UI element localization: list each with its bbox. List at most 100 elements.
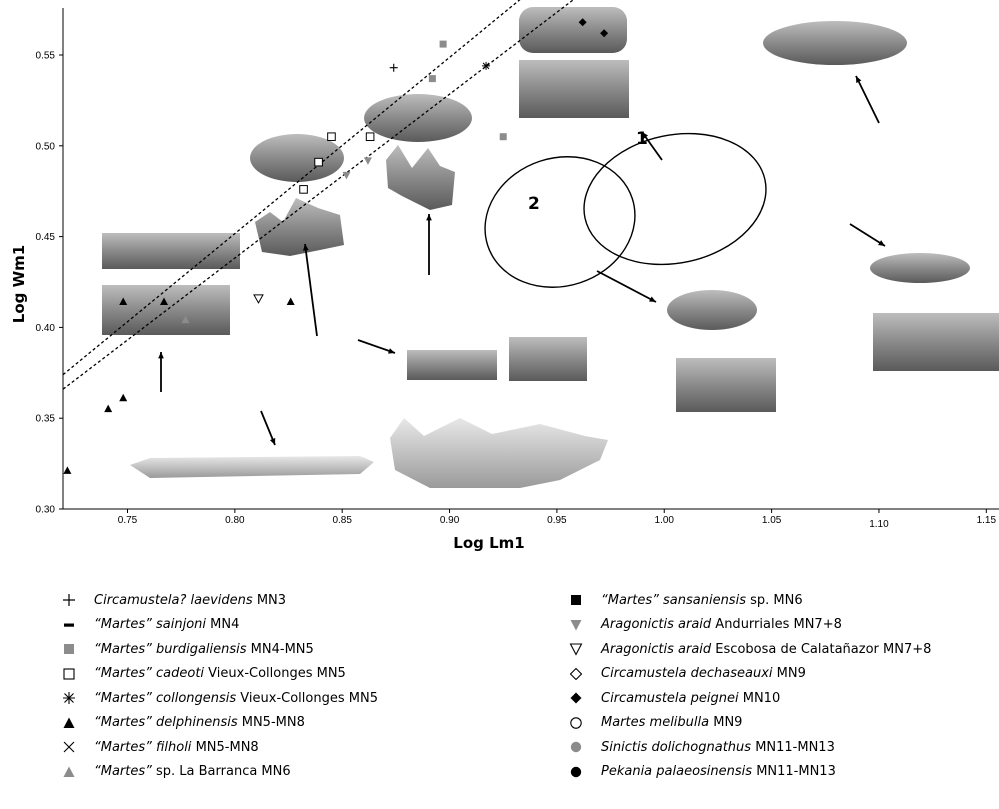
legend-symbol-icon [571, 595, 581, 606]
legend-taxon: “Martes” sansaniensis [601, 592, 746, 608]
legend-symbol-icon [570, 692, 582, 704]
legend-item: “Martes” sainjoni MN4 [60, 613, 378, 638]
data-point [428, 75, 436, 83]
data-point [342, 171, 351, 180]
y-tick-label: 0.55 [36, 51, 56, 62]
legend-symbol-icon [63, 594, 75, 607]
legend-symbol-icon [570, 742, 582, 753]
asterisk-icon [63, 692, 75, 705]
legend-symbol [567, 690, 589, 706]
legend-item: Martes melibulla MN9 [567, 711, 931, 736]
y-tick-label: 0.40 [36, 323, 56, 334]
group-label: 2 [528, 194, 540, 214]
tooth-photo [676, 358, 776, 412]
legend-suffix: MN4-MN5 [246, 641, 314, 657]
regression-line [62, 0, 575, 390]
legend-symbol-icon [63, 692, 75, 705]
legend-symbol [567, 739, 589, 755]
square-icon [64, 644, 74, 655]
x-tick-label: 0.75 [118, 515, 138, 526]
legend-column-right: “Martes” sansaniensis sp. MN6 Aragonictis… [567, 588, 931, 784]
arrow-head [388, 348, 395, 354]
legend-label: Sinictis dolichognathus MN11-MN13 [601, 740, 835, 755]
tooth-photo [102, 285, 230, 335]
legend-suffix: MN4 [206, 617, 240, 633]
data-point [119, 297, 128, 305]
legend-label: “Martes” filholi MN5-MN8 [94, 740, 259, 755]
x-tick-label: 0.80 [225, 515, 245, 526]
regression-line [62, 0, 521, 376]
legend-taxon: Sinictis dolichognathus [601, 739, 752, 755]
legend-label: Pekania palaeosinensis MN11-MN13 [601, 764, 836, 779]
legend-symbol-icon [63, 668, 75, 680]
data-point [181, 315, 190, 324]
legend-item: “Martes” sp. La Barranca MN6 [60, 760, 378, 785]
legend-label: “Martes” sansaniensis sp. MN6 [601, 593, 803, 608]
legend-column-left: Circamustela? laevidens MN3 “Martes” sain… [60, 588, 378, 784]
legend-label: Martes melibulla MN9 [601, 715, 742, 730]
legend-symbol [60, 592, 82, 608]
group-1-ellipse [583, 132, 767, 266]
legend-taxon: “Martes” [94, 764, 152, 780]
jaw-photo [390, 418, 608, 488]
data-point [499, 133, 507, 141]
legend-suffix: MN10 [738, 690, 781, 706]
arrow-head [642, 132, 649, 139]
legend-symbol-icon [570, 766, 582, 777]
legend: Circamustela? laevidens MN3 “Martes” sain… [0, 588, 999, 809]
y-tick-label: 0.35 [36, 414, 56, 425]
dash-icon [64, 623, 74, 627]
tooth-photo-group [102, 7, 999, 488]
jaw-photo [130, 456, 374, 478]
legend-taxon: Circamustela? laevidens [94, 592, 253, 608]
data-point [299, 185, 308, 194]
legend-taxon: “Martes” sainjoni [94, 617, 207, 633]
circle-icon [570, 766, 582, 777]
arrow-head [649, 296, 656, 302]
legend-taxon: “Martes” filholi [94, 739, 192, 755]
legend-taxon: “Martes” collongensis [94, 690, 237, 706]
data-point [327, 132, 336, 142]
legend-taxon: Aragonictis araid [601, 641, 712, 657]
legend-item: “Martes” collongensis Vieux-Collonges MN… [60, 686, 378, 711]
y-axis-title: Log Wm1 [10, 245, 28, 323]
legend-label: “Martes” sainjoni MN4 [94, 617, 239, 632]
y-tick-label: 0.45 [36, 232, 56, 243]
legend-suffix: Andurriales MN7+8 [711, 617, 842, 633]
legend-suffix: Vieux-Collonges MN5 [204, 666, 346, 682]
x-axis-title: Log Lm1 [453, 534, 524, 552]
x-tick-label: 1.00 [655, 515, 675, 526]
legend-label: Aragonictis araid Escobosa de Calatañazo… [601, 642, 931, 657]
triangle-icon [63, 717, 75, 728]
open-diamond-icon [569, 667, 583, 681]
legend-item: Aragonictis araid Escobosa de Calatañazo… [567, 637, 931, 662]
legend-item: Circamustela peignei MN10 [567, 686, 931, 711]
open-triangle-down-icon [569, 643, 583, 656]
legend-item: “Martes” burdigaliensis MN4-MN5 [60, 637, 378, 662]
diamond-icon [570, 692, 582, 704]
tooth-photo [386, 145, 455, 210]
tooth-photo [255, 198, 344, 256]
legend-symbol [567, 764, 589, 780]
legend-symbol [60, 715, 82, 731]
plot-axes: 0.300.350.400.450.500.550.600.650.700.75… [36, 8, 999, 530]
legend-taxon: Aragonictis araid [601, 617, 712, 633]
legend-label: Circamustela? laevidens MN3 [94, 593, 286, 608]
legend-label: “Martes” cadeoti Vieux-Collonges MN5 [94, 666, 346, 681]
arrow-line [596, 270, 657, 303]
legend-label: “Martes” burdigaliensis MN4-MN5 [94, 642, 314, 657]
data-point [389, 63, 398, 72]
tooth-photo [509, 337, 587, 381]
data-point [578, 18, 587, 27]
legend-item: “Martes” filholi MN5-MN8 [60, 735, 378, 760]
legend-suffix: MN5-MN8 [191, 739, 259, 755]
group-2-ellipse [484, 156, 636, 288]
legend-taxon: Martes melibulla [601, 715, 710, 731]
tooth-photo [250, 134, 344, 182]
plus-icon [63, 594, 75, 607]
cross-icon [63, 741, 75, 753]
arrow-head [856, 76, 862, 83]
x-tick-label: 1.15 [977, 515, 997, 526]
legend-label: Circamustela dechaseauxi MN9 [601, 666, 806, 681]
arrow-head [878, 240, 885, 246]
